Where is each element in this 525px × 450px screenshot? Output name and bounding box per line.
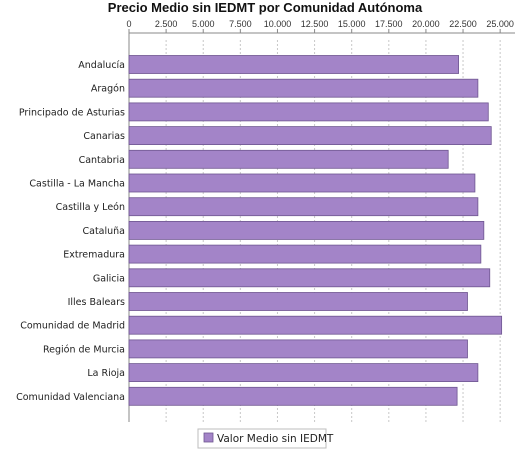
category-label: Canarias (83, 131, 125, 142)
category-label: Comunidad Valenciana (16, 392, 125, 403)
category-label: Andalucía (78, 60, 125, 71)
bar (128, 78, 479, 98)
x-axis-ticks: 0 2.500 5.000 7.500 10.000 12.500 15.000 17.500… (126, 19, 515, 34)
bar (128, 315, 503, 335)
x-tick-label: 7.500 (229, 19, 252, 29)
x-tick-label: 20.000 (412, 19, 440, 29)
bar (128, 292, 468, 311)
category-label: Comunidad de Madrid (20, 321, 125, 332)
bar (128, 268, 491, 288)
bar (128, 149, 449, 169)
category-label: Castilla y León (56, 202, 125, 213)
bar (128, 363, 479, 383)
category-label: Galicia (93, 273, 125, 284)
legend-label: Valor Medio sin IEDMT (217, 433, 334, 445)
bar (128, 220, 485, 240)
x-tick-label: 22.500 (449, 19, 477, 29)
x-tick-label: 17.500 (375, 19, 403, 29)
chart-title: Precio Medio sin IEDMT por Comunidad Aut… (108, 0, 423, 15)
bar (128, 102, 489, 122)
x-tick-label: 5.000 (192, 19, 215, 29)
x-tick-label: 15.000 (338, 19, 366, 29)
category-label: Cantabria (79, 155, 125, 166)
legend-frame (197, 428, 327, 449)
x-tick-label: 25.000 (486, 19, 514, 29)
category-label: Extremadura (63, 250, 125, 261)
x-tick-label: 12.500 (301, 19, 329, 29)
category-label: La Rioja (87, 368, 125, 379)
category-label: Illes Balears (68, 297, 125, 308)
legend-swatch (203, 432, 214, 443)
category-label: Cataluña (82, 226, 125, 237)
bars (128, 55, 503, 406)
bar (128, 244, 482, 264)
bar (128, 126, 492, 145)
category-labels: Andalucía Aragón Principado de Asturias Can… (16, 60, 125, 403)
bar (128, 55, 459, 74)
category-label: Castilla - La Mancha (29, 179, 125, 190)
bar (128, 386, 458, 406)
bar (128, 197, 479, 217)
bar (128, 173, 476, 193)
category-label: Región de Murcia (43, 344, 125, 355)
category-label: Aragón (91, 84, 125, 95)
x-tick-label: 10.000 (264, 19, 292, 29)
bar (128, 339, 468, 359)
x-tick-label: 2.500 (155, 19, 178, 29)
x-tick-label: 0 (126, 19, 131, 29)
legend: Valor Medio sin IEDMT (197, 428, 334, 449)
category-label: Principado de Asturias (19, 107, 125, 118)
